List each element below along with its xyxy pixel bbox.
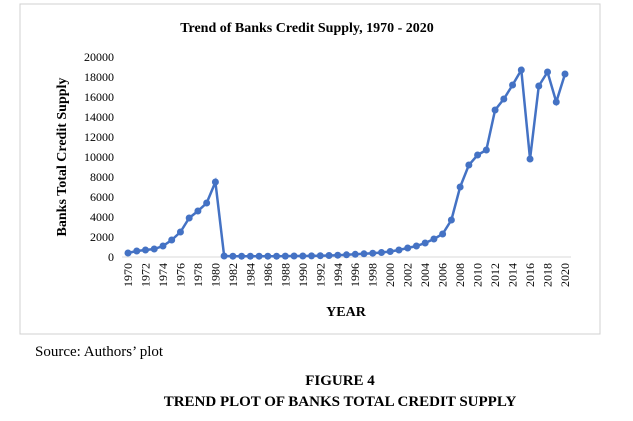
data-point <box>255 252 263 260</box>
x-tick-label: 1984 <box>243 263 257 287</box>
figure-caption: TREND PLOT OF BANKS TOTAL CREDIT SUPPLY <box>164 394 517 410</box>
data-point <box>229 252 237 260</box>
data-point <box>456 183 464 191</box>
data-point <box>308 252 316 260</box>
data-point <box>395 246 403 254</box>
x-tick-label: 1976 <box>173 263 187 287</box>
data-line <box>127 66 567 258</box>
data-point <box>561 70 569 78</box>
data-point <box>377 249 385 256</box>
data-point <box>281 252 289 260</box>
source-note: Source: Authors’ plot <box>35 344 164 360</box>
data-point <box>299 252 307 260</box>
x-axis-label: YEAR <box>326 305 367 320</box>
x-tick-label: 2000 <box>383 263 397 287</box>
data-point <box>290 252 298 260</box>
data-point <box>325 252 333 259</box>
data-point <box>500 95 508 103</box>
x-tick-label: 2006 <box>436 263 450 287</box>
x-tick-label: 1986 <box>261 263 275 287</box>
data-point <box>509 81 517 89</box>
data-point <box>369 249 377 257</box>
data-point <box>264 252 272 260</box>
data-point <box>133 247 141 255</box>
x-tick-label: 2004 <box>418 263 432 287</box>
data-point <box>273 252 281 260</box>
data-point <box>447 216 455 224</box>
data-point <box>386 248 394 255</box>
x-tick-label: 2008 <box>453 263 467 287</box>
data-point <box>150 245 158 253</box>
x-tick-label: 1990 <box>296 263 310 287</box>
data-point <box>194 207 202 215</box>
data-point <box>404 244 412 252</box>
data-point <box>552 98 560 106</box>
x-tick-label: 2012 <box>488 263 502 287</box>
x-tick-label: 1980 <box>208 263 222 287</box>
x-tick-label: 1978 <box>191 263 205 287</box>
y-tick-label: 20000 <box>84 50 114 64</box>
y-tick-label: 14000 <box>84 110 114 124</box>
data-point <box>430 235 438 243</box>
x-tick-label: 2010 <box>471 263 485 287</box>
data-point <box>238 252 246 260</box>
data-point <box>482 146 490 154</box>
data-point <box>124 249 132 257</box>
x-tick-label: 1998 <box>366 263 380 287</box>
data-point <box>176 228 184 236</box>
data-point <box>439 230 447 238</box>
x-tick-label: 2002 <box>401 263 415 287</box>
x-tick-label: 1996 <box>348 263 362 287</box>
data-point <box>159 242 167 250</box>
y-tick-label: 2000 <box>90 230 114 244</box>
y-tick-label: 16000 <box>84 90 114 104</box>
x-tick-label: 2016 <box>523 263 537 287</box>
data-point <box>491 106 499 114</box>
y-tick-label: 10000 <box>84 150 114 164</box>
data-point <box>412 242 420 250</box>
x-tick-label: 1982 <box>226 263 240 287</box>
y-tick-label: 6000 <box>90 190 114 204</box>
x-tick-label: 1972 <box>138 263 152 287</box>
data-point <box>168 236 176 244</box>
y-tick-label: 18000 <box>84 70 114 84</box>
x-tick-label: 2020 <box>558 263 572 287</box>
x-tick-label: 1994 <box>331 263 345 287</box>
x-tick-label: 1992 <box>313 263 327 287</box>
data-point <box>185 214 193 222</box>
data-point <box>316 252 324 260</box>
data-point <box>211 178 219 186</box>
data-point <box>360 250 368 258</box>
x-tick-label: 2014 <box>506 263 520 287</box>
figure-label: FIGURE 4 <box>305 373 375 389</box>
y-tick-label: 4000 <box>90 210 114 224</box>
data-point <box>141 246 149 254</box>
x-tick-label: 1970 <box>121 263 135 287</box>
data-point <box>465 161 473 169</box>
data-point <box>544 68 552 76</box>
data-point <box>351 250 359 258</box>
data-point <box>535 82 543 90</box>
y-tick-label: 8000 <box>90 170 114 184</box>
chart-title: Trend of Banks Credit Supply, 1970 - 202… <box>180 21 434 36</box>
x-tick-label: 1988 <box>278 263 292 287</box>
y-tick-label: 0 <box>108 250 114 264</box>
chart-border <box>19 3 601 335</box>
data-point <box>526 155 534 163</box>
data-point <box>474 151 482 159</box>
data-point <box>517 66 525 74</box>
y-tick-label: 12000 <box>84 130 114 144</box>
data-point <box>203 199 211 207</box>
y-axis-label: Banks Total Credit Supply <box>55 78 70 237</box>
x-tick-label: 1974 <box>156 263 170 287</box>
data-point <box>343 251 350 259</box>
data-point <box>246 252 254 260</box>
data-point <box>334 251 342 259</box>
x-tick-label: 2018 <box>541 263 555 287</box>
data-point <box>421 239 429 247</box>
data-point <box>220 252 228 260</box>
